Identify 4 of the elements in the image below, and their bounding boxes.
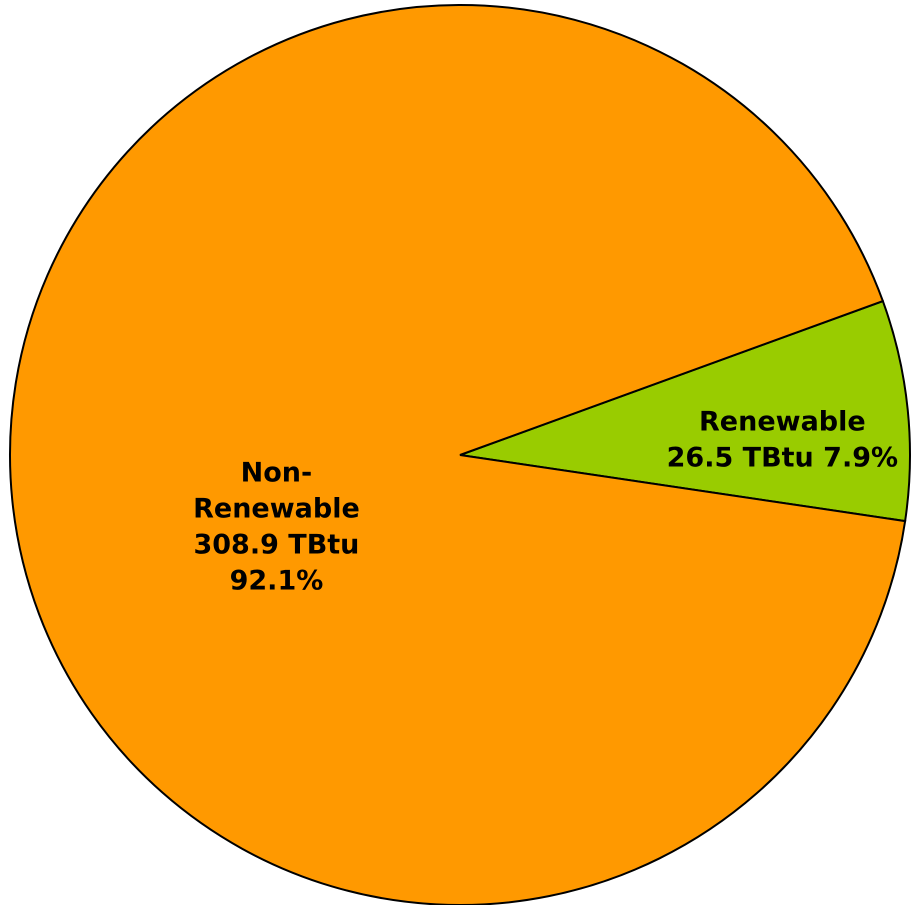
data-label: 308.9 TBtu 92.1% bbox=[193, 530, 360, 597]
data-label: 26.5 TBtu 7.9% bbox=[666, 442, 898, 474]
slice-label: Non-Renewable bbox=[193, 458, 360, 525]
slice-label: Renewable bbox=[699, 406, 866, 438]
